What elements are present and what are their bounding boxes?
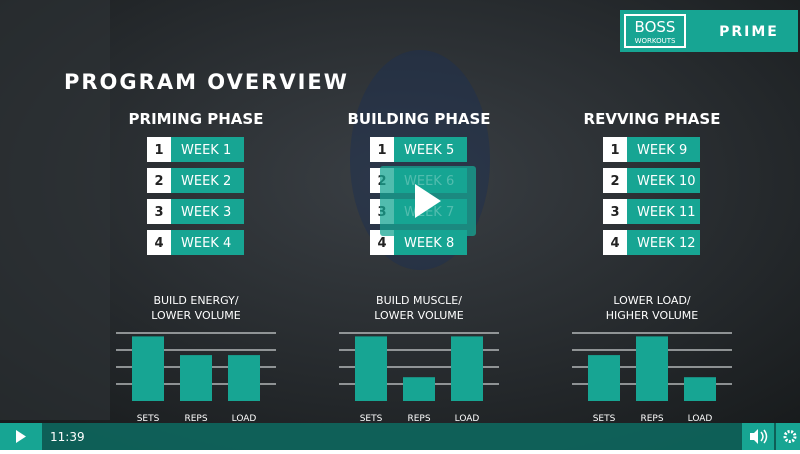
- bar: [180, 355, 212, 401]
- bar: [451, 336, 483, 401]
- center-play-button[interactable]: [380, 166, 476, 236]
- week-label-box: [171, 199, 244, 224]
- week-number: 3: [610, 205, 619, 220]
- phase-name: BUILDING PHASE: [347, 110, 490, 128]
- week-label: WEEK 8: [404, 236, 454, 251]
- week-number: 4: [154, 236, 163, 251]
- week-number: 2: [154, 174, 163, 189]
- bar: [403, 377, 435, 401]
- week-label-box: [171, 168, 244, 193]
- week-label: WEEK 11: [637, 205, 695, 220]
- week-label-box: [627, 168, 700, 193]
- time: 11:39: [50, 430, 85, 444]
- bar: [355, 336, 387, 401]
- week-number-box: [603, 168, 627, 193]
- week-label-box: [394, 137, 467, 162]
- bar: [636, 336, 668, 401]
- bar: [684, 377, 716, 401]
- week-number-box: [147, 230, 171, 255]
- chart-caption: LOWER VOLUME: [374, 309, 463, 322]
- week-label: WEEK 10: [637, 174, 695, 189]
- week-number-box: [603, 230, 627, 255]
- x-tick-label: REPS: [184, 414, 207, 424]
- week-label-box: [171, 230, 244, 255]
- logo-brand-inner: [626, 16, 684, 46]
- chart-caption: BUILD MUSCLE/: [376, 294, 462, 307]
- week-number-box: [603, 199, 627, 224]
- week-label-box: [627, 199, 700, 224]
- chart-caption: LOWER LOAD/: [613, 294, 691, 307]
- x-tick-label: SETS: [137, 414, 160, 424]
- week-number: 1: [154, 143, 163, 158]
- logo-sub: WORKOUTS: [635, 37, 676, 45]
- chart-caption: BUILD ENERGY/: [153, 294, 238, 307]
- week-label: WEEK 12: [637, 236, 695, 251]
- week-number: 4: [377, 236, 386, 251]
- bar: [228, 355, 260, 401]
- week-number-box: [147, 137, 171, 162]
- x-tick-label: LOAD: [455, 414, 480, 424]
- volume-icon[interactable]: [750, 429, 758, 444]
- logo-product: PRIME: [719, 24, 779, 40]
- logo-brand: BOSS: [635, 18, 676, 36]
- volume-waves[interactable]: [760, 429, 768, 444]
- week-number-box: [147, 199, 171, 224]
- page-title: PROGRAM OVERVIEW: [64, 70, 349, 94]
- x-tick-label: LOAD: [232, 414, 257, 424]
- phase-name: PRIMING PHASE: [129, 110, 264, 128]
- x-tick-label: REPS: [640, 414, 663, 424]
- week-number: 1: [377, 143, 386, 158]
- week-label: WEEK 9: [637, 143, 687, 158]
- week-number-box: [147, 168, 171, 193]
- logo: BOSS WORKOUTS PRIME: [620, 10, 798, 52]
- week-number-box: [603, 137, 627, 162]
- x-tick-label: REPS: [407, 414, 430, 424]
- week-number: 2: [610, 174, 619, 189]
- x-tick-label: SETS: [593, 414, 616, 424]
- week-number: 3: [154, 205, 163, 220]
- background-shape: [0, 0, 110, 420]
- week-label: WEEK 5: [404, 143, 454, 158]
- settings-icon[interactable]: [783, 430, 797, 443]
- chart-caption: LOWER VOLUME: [151, 309, 240, 322]
- week-label-box: [171, 137, 244, 162]
- play-icon[interactable]: [415, 184, 441, 218]
- week-label: WEEK 2: [181, 174, 231, 189]
- week-label: WEEK 3: [181, 205, 231, 220]
- control-bar-bg: [0, 423, 800, 450]
- chart-caption: HIGHER VOLUME: [606, 309, 699, 322]
- week-label: WEEK 4: [181, 236, 231, 251]
- x-tick-label: SETS: [360, 414, 383, 424]
- week-label-box: [627, 230, 700, 255]
- phase-name: REVVING PHASE: [584, 110, 721, 128]
- week-number: 1: [610, 143, 619, 158]
- x-tick-label: LOAD: [688, 414, 713, 424]
- week-label: WEEK 1: [181, 143, 231, 158]
- bar: [588, 355, 620, 401]
- bar: [132, 336, 164, 401]
- week-label-box: [627, 137, 700, 162]
- control-bar: 11:39: [0, 423, 800, 450]
- week-number: 4: [610, 236, 619, 251]
- play-icon[interactable]: [16, 430, 26, 443]
- week-number-box: [370, 137, 394, 162]
